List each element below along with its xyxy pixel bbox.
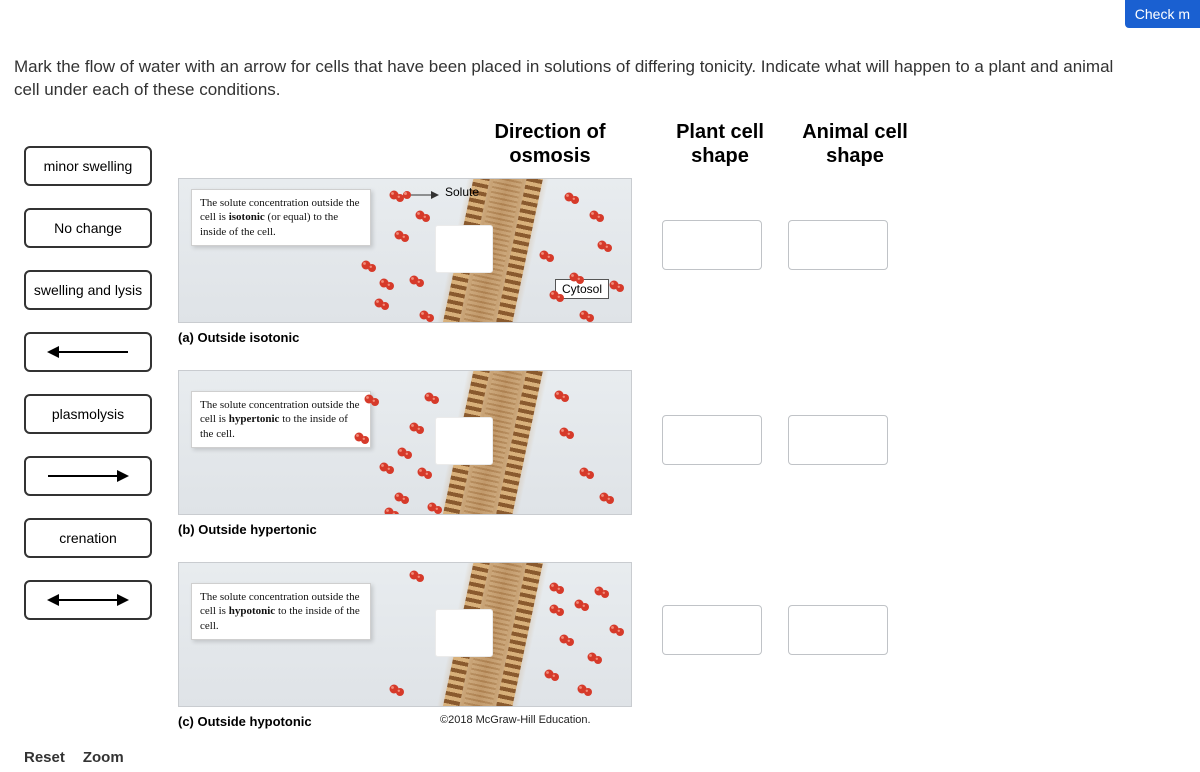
drop-animal-c[interactable] <box>788 605 888 655</box>
solute-icon <box>379 461 391 473</box>
solute-icon <box>409 569 421 581</box>
solute-icon <box>419 309 431 321</box>
diagram-card-hypotonic: The solute concentration outside the cel… <box>178 562 632 707</box>
option-minor-swelling[interactable]: minor swelling <box>24 146 152 186</box>
solute-icon <box>564 191 576 203</box>
solute-icon <box>609 623 621 635</box>
instructions-text: Mark the flow of water with an arrow for… <box>14 56 1140 102</box>
solute-icon <box>559 426 571 438</box>
drop-animal-a[interactable] <box>788 220 888 270</box>
solute-label: Solute <box>445 185 479 199</box>
solute-icon <box>549 581 561 593</box>
drop-plant-c[interactable] <box>662 605 762 655</box>
solute-icon <box>389 189 401 201</box>
drop-plant-a[interactable] <box>662 220 762 270</box>
solute-icon <box>354 431 366 443</box>
note-hypotonic: The solute concentration outside the cel… <box>191 583 371 640</box>
solute-icon <box>587 651 599 663</box>
drop-direction-b[interactable] <box>435 417 493 465</box>
solute-icon <box>579 466 591 478</box>
diagram-card-hypertonic: The solute concentration outside the cel… <box>178 370 632 515</box>
solute-icon <box>609 279 621 291</box>
drop-direction-a[interactable] <box>435 225 493 273</box>
solute-icon <box>384 506 396 515</box>
solute-icon <box>544 668 556 680</box>
solute-icon <box>427 501 439 513</box>
option-crenation[interactable]: crenation <box>24 518 152 558</box>
header-direction: Direction of osmosis <box>465 120 635 168</box>
solute-icon <box>549 289 561 301</box>
diagram-card-isotonic: The solute concentration outside the cel… <box>178 178 632 323</box>
solute-icon <box>589 209 601 221</box>
solute-icon <box>394 229 406 241</box>
solute-icon <box>599 491 611 503</box>
note-isotonic: The solute concentration outside the cel… <box>191 189 371 246</box>
solute-icon <box>549 603 561 615</box>
copyright-text: ©2018 McGraw-Hill Education. <box>440 714 591 726</box>
solute-icon <box>594 585 606 597</box>
zoom-button[interactable]: Zoom <box>83 749 124 766</box>
header-plant: Plant cell shape <box>660 120 780 168</box>
option-arrow-right[interactable] <box>24 456 152 496</box>
solute-icon <box>364 393 376 405</box>
note-bold: hypertonic <box>229 413 280 425</box>
caption-c: (c) Outside hypotonic <box>178 714 312 729</box>
solute-icon <box>409 274 421 286</box>
options-panel: minor swelling No change swelling and ly… <box>24 146 152 620</box>
note-hypertonic: The solute concentration outside the cel… <box>191 391 371 448</box>
solute-label-text: Solute <box>445 185 479 199</box>
option-no-change[interactable]: No change <box>24 208 152 248</box>
solute-icon <box>579 309 591 321</box>
header-animal: Animal cell shape <box>790 120 920 168</box>
solute-icon <box>577 683 589 695</box>
solute-icon <box>379 277 391 289</box>
bottom-controls: Reset Zoom <box>24 749 124 766</box>
solute-icon <box>389 683 401 695</box>
solute-icon <box>424 391 436 403</box>
option-arrow-both[interactable] <box>24 580 152 620</box>
solute-icon <box>361 259 373 271</box>
solute-icon <box>397 446 409 458</box>
solute-icon <box>554 389 566 401</box>
solute-icon <box>415 209 427 221</box>
caption-b: (b) Outside hypertonic <box>178 522 317 537</box>
check-my-work-button[interactable]: Check m <box>1125 0 1200 28</box>
note-bold: isotonic <box>229 211 265 223</box>
option-swelling-lysis[interactable]: swelling and lysis <box>24 270 152 310</box>
drop-direction-c[interactable] <box>435 609 493 657</box>
solute-icon <box>539 249 551 261</box>
caption-a: (a) Outside isotonic <box>178 330 299 345</box>
solute-icon <box>394 491 406 503</box>
option-plasmolysis[interactable]: plasmolysis <box>24 394 152 434</box>
option-arrow-left[interactable] <box>24 332 152 372</box>
solute-icon <box>417 466 429 478</box>
solute-icon <box>569 271 581 283</box>
solute-icon <box>374 297 386 309</box>
solute-icon <box>574 598 586 610</box>
drop-plant-b[interactable] <box>662 415 762 465</box>
note-bold: hypotonic <box>229 605 275 617</box>
solute-icon <box>559 633 571 645</box>
drop-animal-b[interactable] <box>788 415 888 465</box>
solute-icon <box>409 421 421 433</box>
solute-icon <box>597 239 609 251</box>
reset-button[interactable]: Reset <box>24 749 65 766</box>
